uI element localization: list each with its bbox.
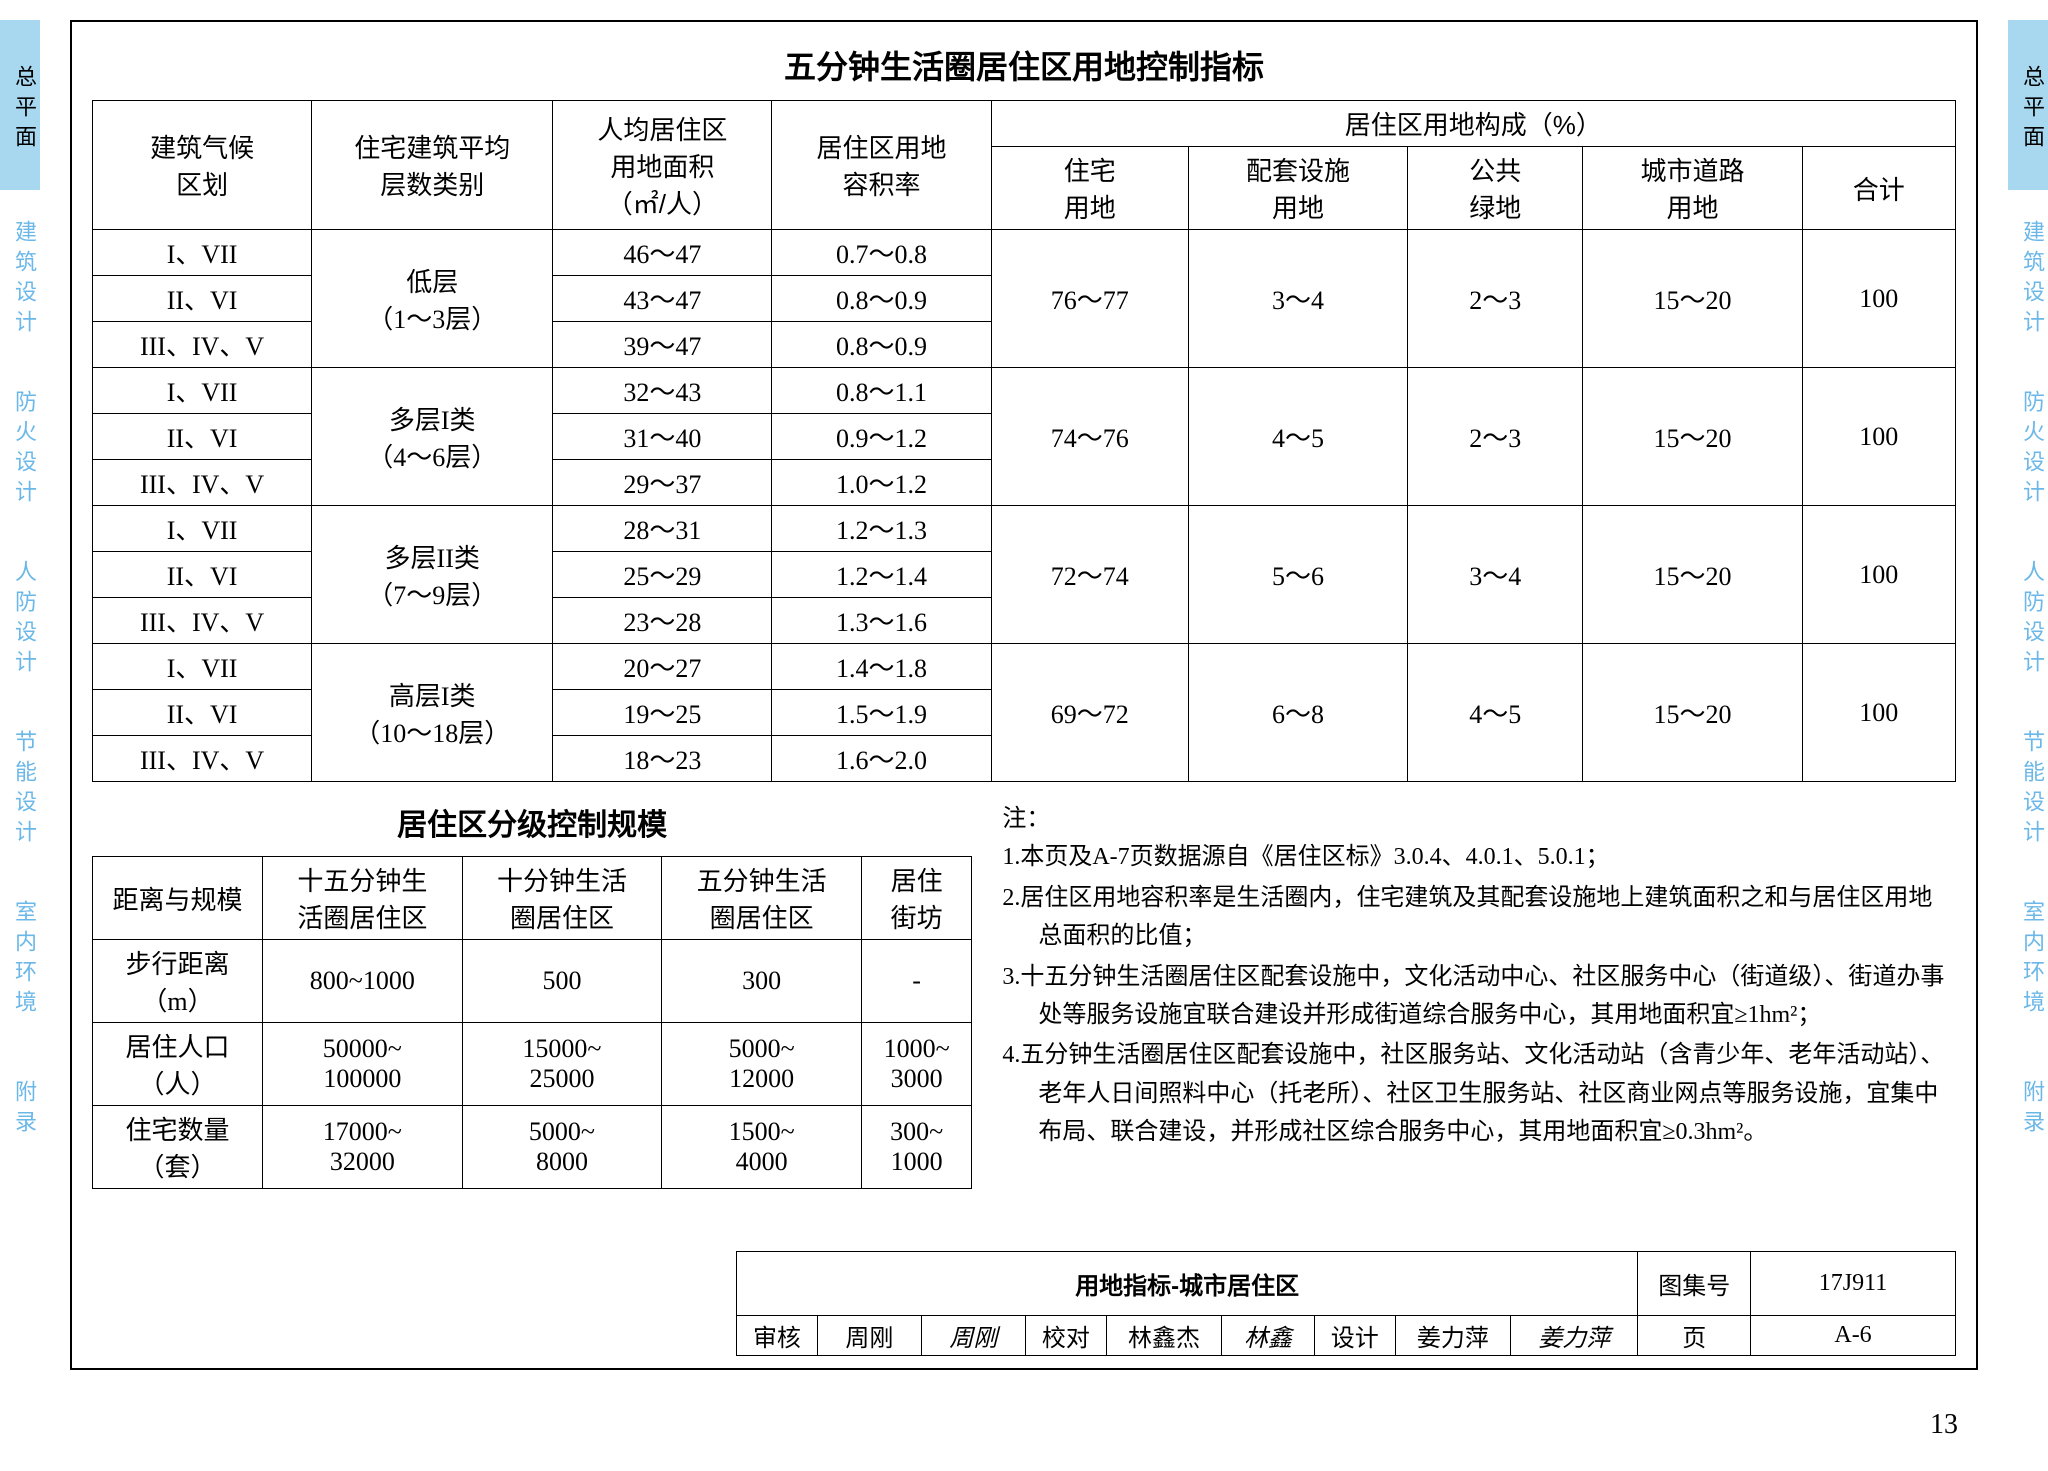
side-tab[interactable]: 室内环境 <box>2008 870 2048 1040</box>
note-item: 1.本页及A-7页数据源自《居住区标》3.0.4、4.0.1、5.0.1； <box>1002 838 1956 876</box>
notes: 注： 1.本页及A-7页数据源自《居住区标》3.0.4、4.0.1、5.0.1；… <box>1002 800 1956 1189</box>
approve-name: 周刚 <box>817 1316 921 1356</box>
side-tab[interactable]: 附录 <box>2008 1040 2048 1170</box>
page-no: A-6 <box>1751 1316 1956 1356</box>
check-name: 林鑫杰 <box>1106 1316 1222 1356</box>
side-tab[interactable]: 建筑设计 <box>0 190 40 360</box>
title-block: 用地指标-城市居住区 图集号 17J911 审核 周刚 周刚 校对 林鑫杰 林鑫… <box>736 1251 1956 1356</box>
main-frame: 五分钟生活圈居住区用地控制指标 建筑气候区划住宅建筑平均层数类别人均居住区用地面… <box>70 20 1978 1370</box>
side-tab[interactable]: 节能设计 <box>0 700 40 870</box>
approve-label: 审核 <box>737 1316 818 1356</box>
main-title: 五分钟生活圈居住区用地控制指标 <box>92 42 1956 88</box>
page-number: 13 <box>1930 1409 1958 1441</box>
note-item: 2.居住区用地容积率是生活圈内，住宅建筑及其配套设施地上建筑面积之和与居住区用地… <box>1002 879 1956 956</box>
design-name: 姜力萍 <box>1395 1316 1511 1356</box>
side-tab[interactable]: 人防设计 <box>0 530 40 700</box>
note-item: 4.五分钟生活圈居住区配套设施中，社区服务站、文化活动站（含青少年、老年活动站）… <box>1002 1036 1956 1151</box>
side-tab[interactable]: 附录 <box>0 1040 40 1170</box>
check-sig: 林鑫 <box>1222 1316 1314 1356</box>
design-label: 设计 <box>1314 1316 1395 1356</box>
sub-title: 居住区分级控制规模 <box>92 800 972 844</box>
side-tab[interactable]: 节能设计 <box>2008 700 2048 870</box>
sub-table: 距离与规模十五分钟生活圈居住区十分钟生活圈居住区五分钟生活圈居住区居住街坊步行距… <box>92 856 972 1189</box>
design-sig: 姜力萍 <box>1511 1316 1638 1356</box>
check-label: 校对 <box>1025 1316 1106 1356</box>
drawing-title: 用地指标-城市居住区 <box>737 1252 1638 1316</box>
side-tab[interactable]: 建筑设计 <box>2008 190 2048 360</box>
side-tab[interactable]: 总平面 <box>2008 20 2048 190</box>
main-table: 建筑气候区划住宅建筑平均层数类别人均居住区用地面积（㎡/人）居住区用地容积率居住… <box>92 100 1956 782</box>
approve-sig: 周刚 <box>921 1316 1025 1356</box>
side-tab[interactable]: 防火设计 <box>0 360 40 530</box>
page-label: 页 <box>1638 1316 1751 1356</box>
atlas-label: 图集号 <box>1638 1252 1751 1316</box>
note-item: 3.十五分钟生活圈居住区配套设施中，文化活动中心、社区服务中心（街道级）、街道办… <box>1002 958 1956 1035</box>
side-tab[interactable]: 人防设计 <box>2008 530 2048 700</box>
atlas-no: 17J911 <box>1751 1252 1956 1316</box>
side-tab[interactable]: 室内环境 <box>0 870 40 1040</box>
side-tab[interactable]: 防火设计 <box>2008 360 2048 530</box>
notes-label: 注： <box>1002 805 1050 832</box>
side-tab[interactable]: 总平面 <box>0 20 40 190</box>
